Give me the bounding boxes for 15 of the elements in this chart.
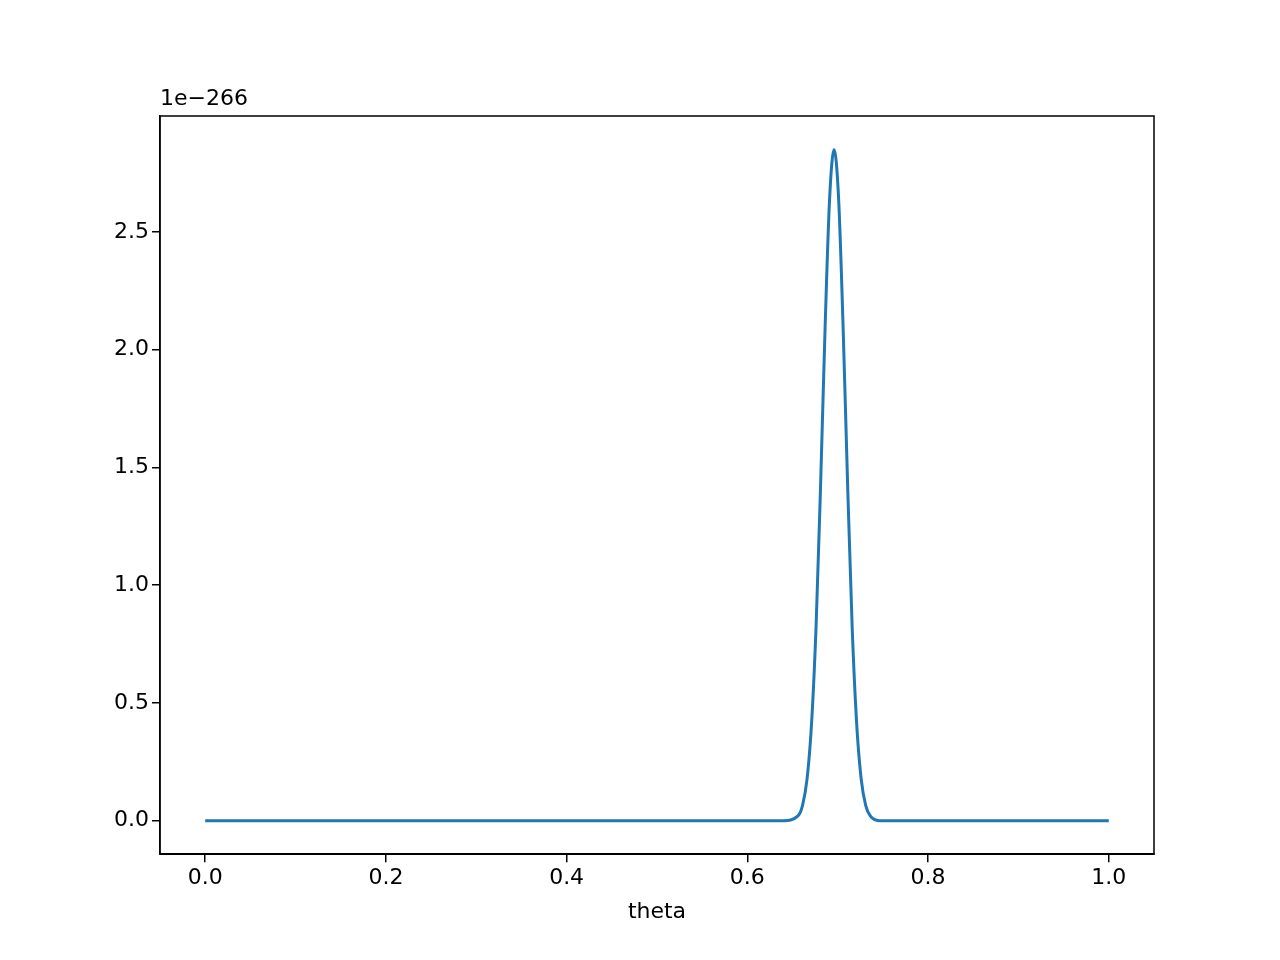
text: 1e−266 [159,84,248,110]
x-tick-label: 0.4 [549,864,585,890]
y-tick-label: 1.5 [113,453,149,479]
y-tick-label: 2.5 [113,217,149,243]
x-axis-title: theta [627,897,687,923]
y-tick-label: 1.0 [113,570,149,596]
y-tick-label: 2.0 [113,335,149,361]
x-tick-label: 0.6 [729,864,765,890]
x-tick-label: 1.0 [1091,864,1127,890]
y-tick-label: 0.0 [113,806,149,832]
x-tick-label: 0.8 [910,864,946,890]
x-tick-label: 0.2 [368,864,404,890]
x-tick-label: 0.0 [187,864,223,890]
y-tick-label: 0.5 [113,688,149,714]
line-series [203,148,1111,823]
